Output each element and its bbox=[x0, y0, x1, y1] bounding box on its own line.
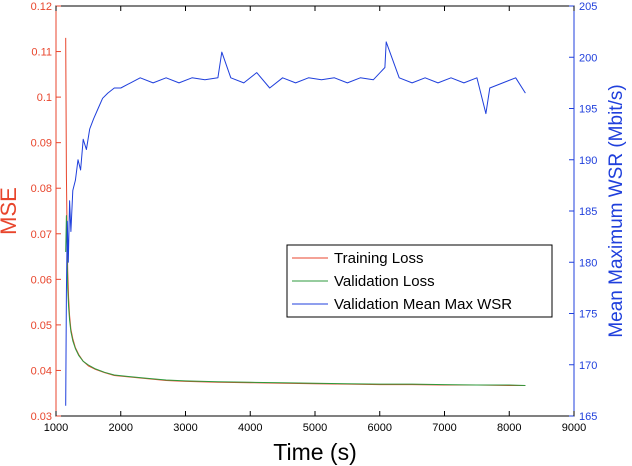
x-tick-label-5000: 5000 bbox=[303, 422, 327, 434]
left-axis: 0.03 0.04 0.05 0.06 0.07 0.08 0.09 0.1 0.11 0.12 bbox=[31, 1, 61, 423]
left-tick-label-0.04: 0.04 bbox=[31, 365, 52, 377]
legend-label-training-loss: Training Loss bbox=[334, 250, 424, 267]
series-layer bbox=[65, 37, 526, 406]
left-tick-label-0.09: 0.09 bbox=[31, 138, 52, 150]
plot-area bbox=[56, 6, 574, 416]
legend-label-validation-loss: Validation Loss bbox=[334, 273, 435, 290]
legend: Training Loss Validation Loss Validation… bbox=[286, 244, 553, 318]
left-tick-label-0.12: 0.12 bbox=[31, 1, 52, 13]
left-tick-label-0.08: 0.08 bbox=[31, 183, 52, 195]
right-tick-label-185: 185 bbox=[579, 206, 597, 218]
right-tick-label-200: 200 bbox=[579, 52, 597, 64]
right-axis-title: Mean Maximum WSR (Mbit/s) bbox=[606, 84, 627, 337]
right-tick-label-180: 180 bbox=[579, 257, 597, 269]
left-tick-label-0.05: 0.05 bbox=[31, 320, 52, 332]
right-tick-label-205: 205 bbox=[579, 1, 597, 13]
left-tick-label-0.1: 0.1 bbox=[37, 92, 52, 104]
left-tick-label-0.03: 0.03 bbox=[31, 411, 52, 423]
x-tick-label-6000: 6000 bbox=[368, 422, 392, 434]
legend-label-validation-wsr: Validation Mean Max WSR bbox=[334, 296, 512, 313]
right-tick-label-190: 190 bbox=[579, 155, 597, 167]
right-tick-label-170: 170 bbox=[579, 360, 597, 372]
x-tick-label-9000: 9000 bbox=[562, 422, 586, 434]
x-tick-label-2000: 2000 bbox=[109, 422, 133, 434]
x-tick-label-8000: 8000 bbox=[497, 422, 521, 434]
x-tick-label-4000: 4000 bbox=[238, 422, 262, 434]
left-tick-label-0.07: 0.07 bbox=[31, 229, 52, 241]
right-axis: 165 170 175 180 185 190 195 200 205 bbox=[569, 1, 597, 423]
x-tick-label-7000: 7000 bbox=[432, 422, 456, 434]
x-axis-title: Time (s) bbox=[273, 439, 356, 465]
validation-wsr-line bbox=[65, 41, 526, 406]
left-tick-label-0.06: 0.06 bbox=[31, 274, 52, 286]
x-tick-label-3000: 3000 bbox=[173, 422, 197, 434]
left-axis-title: MSE bbox=[0, 187, 21, 235]
left-tick-label-0.11: 0.11 bbox=[31, 47, 52, 59]
legend-box bbox=[286, 244, 553, 318]
right-tick-label-165: 165 bbox=[579, 411, 597, 423]
x-axis: 1000 2000 3000 4000 5000 6000 7000 8000 9000 bbox=[44, 6, 586, 434]
x-tick-label-1000: 1000 bbox=[44, 422, 68, 434]
right-tick-label-195: 195 bbox=[579, 104, 597, 116]
right-tick-label-175: 175 bbox=[579, 309, 597, 321]
validation-loss-line bbox=[65, 215, 526, 386]
